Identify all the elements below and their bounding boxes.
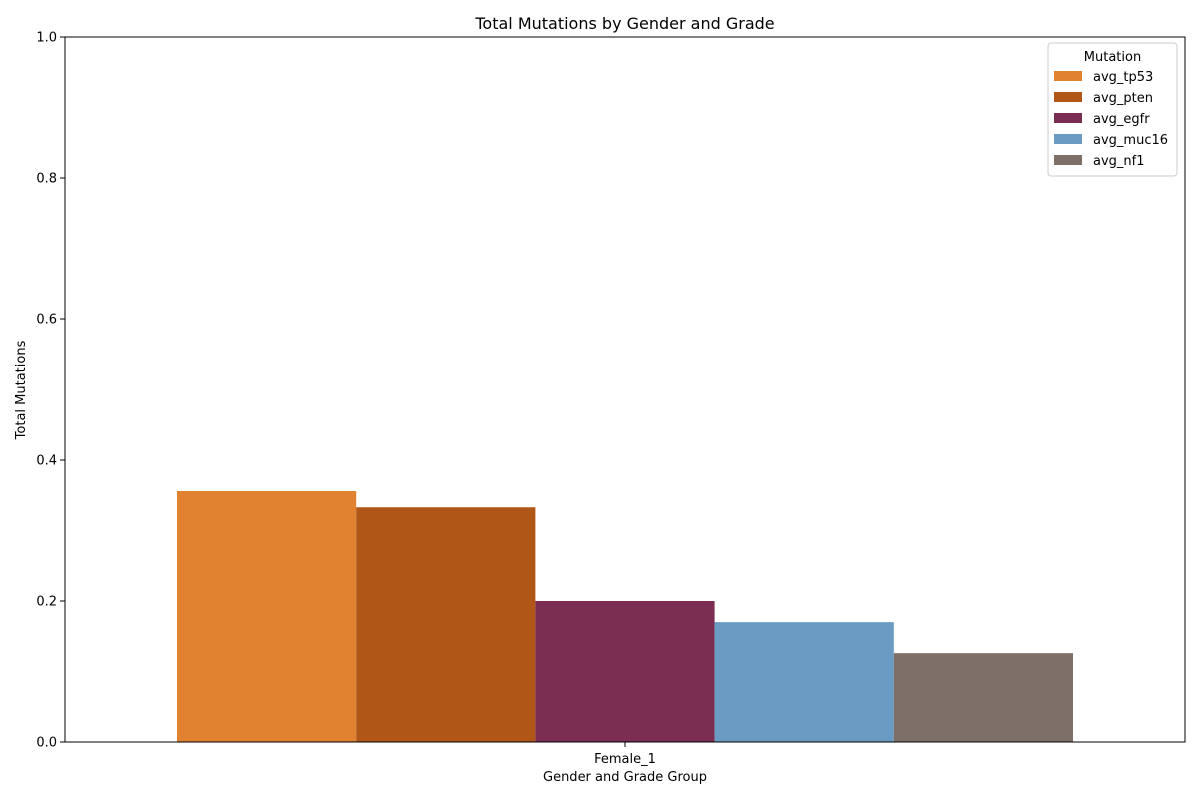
bar-avg-egfr: [535, 601, 715, 742]
bars-layer: [177, 491, 1073, 742]
legend-swatch: [1054, 134, 1082, 144]
bar-avg-pten: [356, 507, 536, 742]
legend-label: avg_pten: [1093, 91, 1153, 106]
x-axis-label: Gender and Grade Group: [543, 770, 707, 785]
chart-title: Total Mutations by Gender and Grade: [474, 14, 774, 33]
bar-avg-muc16: [714, 622, 894, 742]
x-tick-label: Female_1: [594, 752, 656, 767]
x-axis: Female_1: [594, 742, 656, 767]
y-tick-label: 0.2: [36, 595, 57, 610]
y-tick-label: 0.4: [36, 454, 57, 469]
bar-avg-tp53: [177, 491, 357, 742]
legend-label: avg_egfr: [1093, 112, 1150, 127]
legend: Mutation avg_tp53 avg_pten avg_egfr avg_muc…: [1047, 42, 1178, 177]
bar-avg-nf1: [893, 653, 1073, 742]
legend-swatch: [1054, 71, 1082, 81]
y-axis-label: Total Mutations: [14, 340, 29, 440]
legend-label: avg_tp53: [1093, 70, 1153, 85]
legend-swatch: [1054, 155, 1082, 165]
legend-title: Mutation: [1084, 50, 1141, 65]
y-axis: 0.0 0.2 0.4 0.6 0.8 1.0: [36, 31, 65, 751]
y-tick-label: 0.6: [36, 313, 57, 328]
y-tick-label: 1.0: [36, 31, 57, 46]
legend-swatch: [1054, 113, 1082, 123]
legend-label: avg_muc16: [1093, 133, 1168, 148]
plot-frame: [64, 36, 1186, 743]
legend-label: avg_nf1: [1093, 154, 1145, 169]
legend-swatch: [1054, 92, 1082, 102]
y-tick-label: 0.0: [36, 736, 57, 751]
y-tick-label: 0.8: [36, 172, 57, 187]
